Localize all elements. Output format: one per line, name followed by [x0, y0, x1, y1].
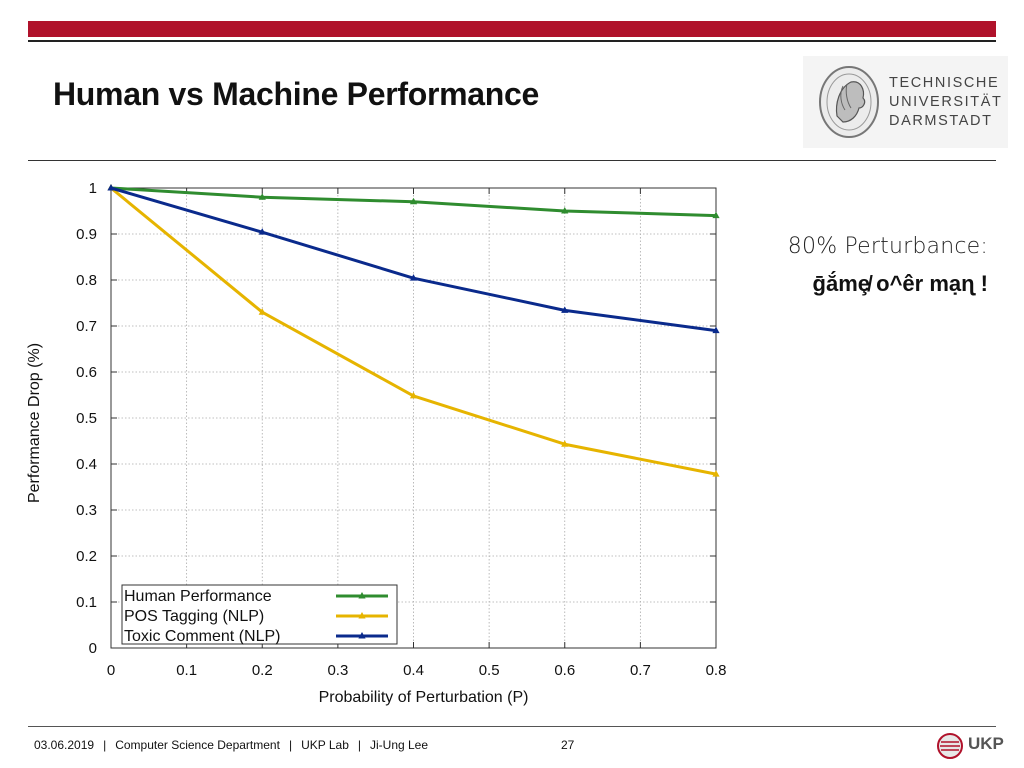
data-point: [258, 193, 266, 200]
x-tick-label: 0.8: [706, 662, 727, 679]
legend-marker: [358, 632, 366, 639]
data-point: [712, 470, 720, 477]
y-tick-label: 0.1: [76, 594, 97, 611]
data-point: [409, 197, 418, 205]
y-tick-label: 0.4: [76, 456, 97, 473]
x-tick-label: 0: [107, 662, 115, 679]
page-number: 27: [561, 738, 575, 752]
y-tick-label: 0: [89, 640, 97, 657]
x-tick-label: 0.3: [327, 662, 348, 679]
y-tick-label: 1: [89, 180, 97, 197]
footer-author: Ji-Ung Lee: [370, 738, 429, 752]
ukp-logo-text: UKP: [968, 734, 1004, 753]
athena-emblem-icon: [819, 66, 879, 138]
y-axis-label: Performance Drop (%): [26, 343, 43, 503]
slide-title: Human vs Machine Performance: [53, 76, 539, 112]
data-point: [107, 184, 115, 191]
x-tick-label: 0.6: [554, 662, 575, 679]
legend-marker: [358, 592, 366, 599]
y-tick-label: 0.9: [76, 226, 97, 243]
performance-chart: 0 0.1 0.2 0.3 0.4 0.5 0.6 0.7 0.8 0.9 1 0 0.1 0.2 0.3…: [26, 180, 727, 706]
y-tick-label: 0.7: [76, 318, 97, 335]
legend-label: POS Tagging (NLP): [124, 608, 264, 625]
top-divider: [28, 40, 996, 42]
logo-line-3: DARMSTADT: [889, 113, 993, 129]
x-axis-ticks: 0 0.1 0.2 0.3 0.4 0.5 0.6 0.7 0.8: [107, 188, 727, 679]
data-point: [712, 326, 720, 334]
data-point: [258, 308, 266, 315]
y-axis-ticks: 0 0.1 0.2 0.3 0.4 0.5 0.6 0.7 0.8 0.9 1: [76, 180, 716, 657]
data-point: [409, 274, 418, 281]
legend-label: Toxic Comment (NLP): [124, 628, 280, 645]
y-tick-label: 0.6: [76, 364, 97, 381]
legend-marker: [358, 612, 366, 619]
perturbance-heading: 80% Perturbance:: [787, 234, 988, 259]
footer: 03.06.2019 | Computer Science Department | U…: [34, 738, 428, 752]
footer-department: Computer Science Department: [115, 738, 280, 752]
y-tick-label: 0.5: [76, 410, 97, 427]
data-point: [712, 211, 720, 219]
logo-wordmark: TECHNISCHE UNIVERSITÄT DARMSTADT: [889, 74, 1002, 131]
x-tick-label: 0.4: [403, 662, 424, 679]
footer-separator: |: [103, 738, 107, 752]
series-lines: [107, 184, 720, 477]
x-tick-label: 0.5: [479, 662, 500, 679]
university-logo: TECHNISCHE UNIVERSITÄT DARMSTADT: [803, 56, 1008, 148]
data-point: [561, 440, 569, 447]
legend-label: Human Performance: [124, 588, 272, 605]
ukp-logo-icon: [937, 733, 963, 759]
data-point: [561, 207, 569, 214]
grid-lines: [111, 188, 716, 648]
x-tick-label: 0.1: [176, 662, 197, 679]
x-tick-label: 0.2: [252, 662, 273, 679]
y-tick-label: 0.2: [76, 548, 97, 565]
title-divider: [28, 160, 996, 161]
footer-divider: [28, 726, 996, 727]
x-axis-label: Probability of Perturbation (P): [319, 689, 529, 706]
footer-separator: |: [288, 738, 293, 752]
x-tick-label: 0.7: [630, 662, 651, 679]
top-accent-bar: [28, 21, 996, 37]
data-point: [258, 228, 266, 235]
side-note: 80% Perturbance: ḡắmȩ̸ o^êr mạɳ !: [740, 234, 988, 297]
data-point: [409, 391, 418, 399]
data-point: [561, 306, 569, 313]
y-tick-label: 0.8: [76, 272, 97, 289]
footer-separator: |: [357, 738, 361, 752]
logo-line-1: TECHNISCHE: [889, 75, 1000, 91]
perturbed-example-text: ḡắmȩ̸ o^êr mạɳ !: [812, 271, 988, 296]
y-tick-label: 0.3: [76, 502, 97, 519]
logo-line-2: UNIVERSITÄT: [889, 94, 1003, 110]
footer-lab: UKP Lab: [301, 738, 349, 752]
footer-date: 03.06.2019: [34, 738, 95, 752]
chart-legend: Human Performance POS Tagging (NLP) Toxic …: [121, 584, 398, 645]
